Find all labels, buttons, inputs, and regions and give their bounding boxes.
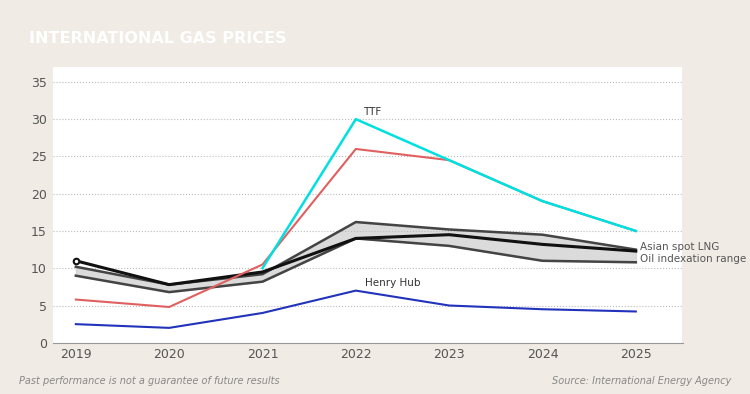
Text: Past performance is not a guarantee of future results: Past performance is not a guarantee of f… (19, 376, 279, 386)
Text: INTERNATIONAL GAS PRICES: INTERNATIONAL GAS PRICES (28, 31, 286, 46)
Text: Oil indexation range: Oil indexation range (640, 254, 747, 264)
Text: TTF: TTF (363, 107, 382, 117)
Text: Source: International Energy Agency: Source: International Energy Agency (552, 376, 731, 386)
Text: Henry Hub: Henry Hub (365, 279, 421, 288)
Text: Asian spot LNG: Asian spot LNG (640, 242, 720, 253)
